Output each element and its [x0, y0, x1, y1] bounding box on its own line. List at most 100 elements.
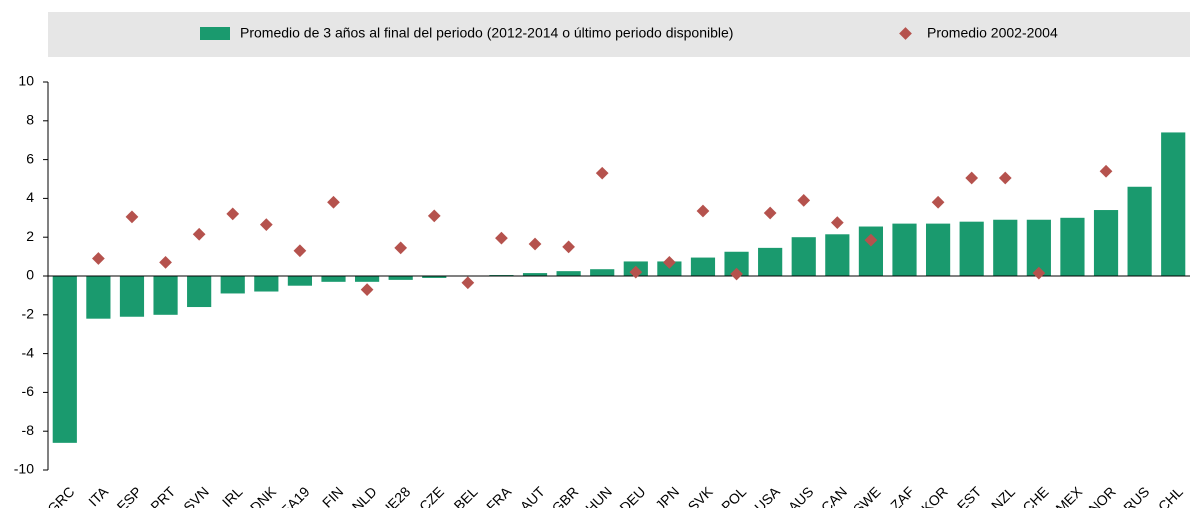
- y-tick-label: 10: [18, 73, 34, 89]
- x-tick-label: CHE: [1019, 483, 1051, 508]
- x-tick-label: SVN: [180, 483, 212, 508]
- x-tick-label: UE28: [377, 483, 413, 508]
- x-tick-label: CAN: [818, 483, 850, 508]
- y-tick-label: -8: [22, 422, 35, 438]
- x-tick-label: EST: [954, 483, 985, 508]
- bar: [1127, 186, 1152, 276]
- y-tick-label: 0: [26, 267, 34, 283]
- x-tick-label: ITA: [85, 483, 111, 508]
- x-tick-label: MEX: [1052, 483, 1085, 508]
- x-tick-label: NLD: [349, 483, 380, 508]
- legend-background: [48, 12, 1190, 57]
- bar: [1093, 210, 1119, 276]
- x-tick-label: ZAF: [887, 483, 917, 508]
- bar: [791, 237, 816, 276]
- bar: [287, 276, 313, 286]
- x-tick-label: JPN: [652, 483, 682, 508]
- legend-label: Promedio de 3 años al final del periodo …: [240, 25, 733, 41]
- bar: [522, 273, 548, 276]
- bar: [925, 223, 951, 276]
- y-tick-label: 8: [26, 112, 34, 128]
- x-tick-label: ESP: [114, 483, 145, 508]
- x-tick-label: DEU: [616, 483, 648, 508]
- bar: [690, 257, 716, 276]
- bar: [52, 276, 77, 443]
- x-tick-label: RUS: [1120, 483, 1152, 508]
- marker: [92, 252, 105, 265]
- bar: [758, 247, 783, 276]
- bar: [86, 276, 111, 319]
- x-tick-label: SWE: [850, 483, 884, 508]
- marker: [797, 193, 811, 207]
- bar: [892, 223, 917, 276]
- x-tick-label: AUT: [517, 483, 548, 508]
- x-tick-label: GBR: [549, 483, 582, 508]
- y-tick-label: -6: [22, 383, 35, 399]
- marker: [327, 195, 340, 209]
- marker: [562, 240, 575, 254]
- x-tick-label: PRT: [147, 483, 178, 508]
- x-tick-label: NZL: [988, 483, 1018, 508]
- y-tick-label: 4: [26, 189, 34, 205]
- bar: [321, 276, 346, 282]
- bar: [993, 219, 1018, 276]
- bar: [590, 269, 615, 276]
- x-tick-label: NOR: [1085, 483, 1118, 508]
- x-tick-label: KOR: [918, 483, 951, 508]
- bar: [422, 276, 447, 278]
- marker: [830, 216, 844, 230]
- bar: [556, 271, 581, 276]
- y-tick-label: -10: [14, 461, 34, 477]
- legend-label: Promedio 2002-2004: [927, 25, 1058, 41]
- marker: [192, 227, 206, 241]
- marker: [293, 244, 307, 258]
- marker: [394, 241, 408, 255]
- x-tick-label: USA: [751, 483, 783, 508]
- x-tick-label: GRC: [44, 483, 77, 508]
- bar: [220, 276, 245, 294]
- marker: [259, 218, 273, 231]
- marker: [226, 207, 240, 221]
- marker: [495, 231, 508, 245]
- y-tick-label: 6: [26, 150, 34, 166]
- x-tick-label: CHL: [1155, 483, 1186, 508]
- bar: [254, 276, 279, 292]
- bar: [1161, 132, 1186, 276]
- x-tick-label: IRL: [219, 483, 246, 508]
- x-tick-label: POL: [718, 483, 749, 508]
- y-tick-label: 2: [26, 228, 34, 244]
- bar: [354, 276, 380, 282]
- x-tick-label: DNK: [247, 483, 280, 508]
- marker: [427, 209, 441, 223]
- bar: [1026, 219, 1051, 276]
- bar: [959, 221, 984, 276]
- marker: [528, 237, 542, 251]
- legend-swatch: [200, 27, 230, 40]
- bar: [153, 276, 178, 315]
- x-tick-label: EA19: [277, 483, 313, 508]
- marker: [159, 256, 172, 269]
- bar: [388, 276, 413, 280]
- y-tick-label: -2: [22, 306, 35, 322]
- marker: [595, 166, 609, 180]
- x-tick-label: AUS: [785, 483, 817, 508]
- y-tick-label: -4: [22, 344, 35, 360]
- marker: [931, 195, 945, 209]
- marker: [360, 283, 374, 296]
- bar: [119, 276, 145, 317]
- x-tick-label: BEL: [451, 483, 481, 508]
- bar: [1060, 217, 1085, 276]
- marker: [125, 210, 139, 224]
- marker: [998, 171, 1012, 185]
- x-tick-label: CZE: [416, 483, 447, 508]
- x-tick-label: HUN: [582, 483, 615, 508]
- marker: [461, 276, 475, 290]
- bar: [825, 234, 850, 276]
- x-tick-label: FIN: [319, 483, 346, 508]
- marker: [696, 204, 710, 218]
- marker: [1099, 164, 1113, 178]
- marker: [965, 171, 979, 185]
- x-tick-label: FRA: [483, 483, 515, 508]
- marker: [763, 206, 777, 220]
